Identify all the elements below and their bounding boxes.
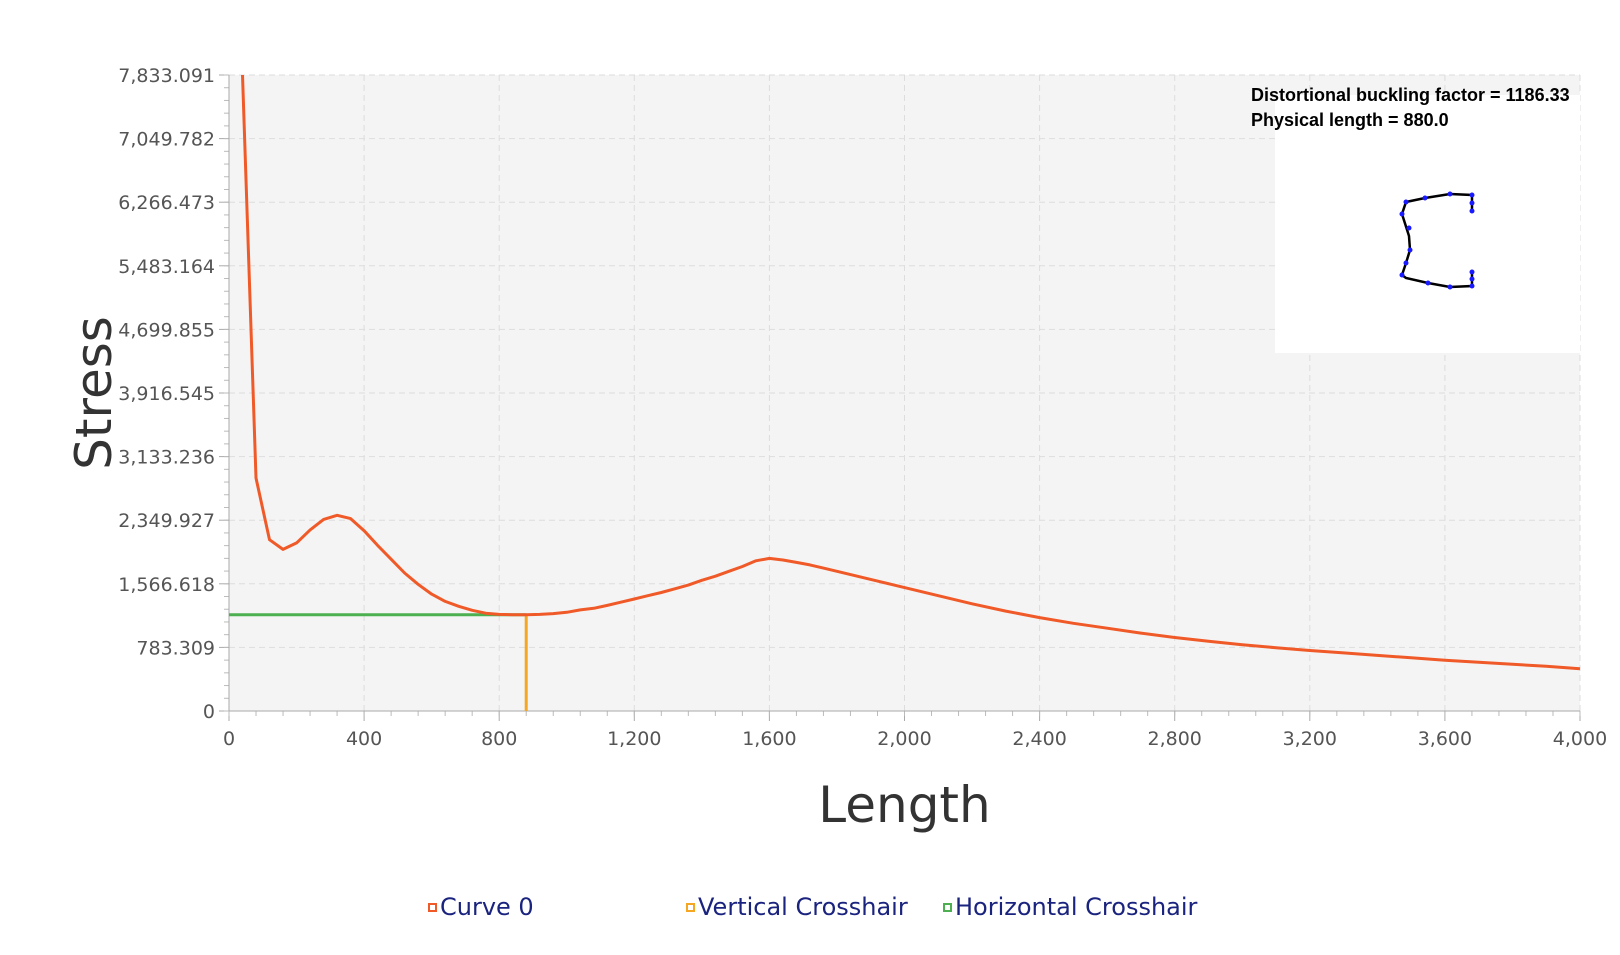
physical-length-annotation: Physical length = 880.0 xyxy=(1251,110,1449,130)
y-tick-label: 3,133.236 xyxy=(118,447,215,469)
y-tick-label: 6,266.473 xyxy=(118,192,215,214)
inset-panel xyxy=(1275,95,1580,353)
y-tick-label: 2,349.927 xyxy=(118,510,215,532)
x-tick-label: 1,600 xyxy=(742,728,796,750)
x-tick-label: 2,000 xyxy=(877,728,931,750)
y-tick-label: 7,049.782 xyxy=(118,129,215,151)
x-tick-label: 0 xyxy=(223,728,235,750)
section-inset xyxy=(1275,95,1580,353)
x-axis-title: Length xyxy=(818,776,990,834)
y-tick-label: 4,699.855 xyxy=(118,319,215,341)
cross-section-nodes xyxy=(1399,191,1475,290)
x-tick-label: 3,600 xyxy=(1418,728,1472,750)
x-tick-label: 2,400 xyxy=(1012,728,1066,750)
y-tick-label: 7,833.091 xyxy=(118,65,215,87)
legend: Curve 0 Vertical Crosshair Horizontal Cr… xyxy=(0,893,1620,933)
legend-swatch-icon xyxy=(428,902,437,912)
legend-label: Vertical Crosshair xyxy=(698,893,908,921)
buckling-factor-annotation: Distortional buckling factor = 1186.33 xyxy=(1251,85,1570,105)
legend-label: Horizontal Crosshair xyxy=(955,893,1198,921)
y-tick-label: 5,483.164 xyxy=(118,256,215,278)
legend-item-horizontal-crosshair[interactable]: Horizontal Crosshair xyxy=(943,893,1197,921)
legend-swatch-icon xyxy=(943,902,952,912)
x-tick-label: 1,200 xyxy=(607,728,661,750)
x-tick-label: 400 xyxy=(346,728,382,750)
legend-item-vertical-crosshair[interactable]: Vertical Crosshair xyxy=(686,893,908,921)
series-layer xyxy=(229,74,1581,711)
y-axis-title: Stress xyxy=(65,316,123,470)
x-tick-label: 3,200 xyxy=(1283,728,1337,750)
x-tick-label: 2,800 xyxy=(1147,728,1201,750)
legend-item-curve-0[interactable]: Curve 0 xyxy=(428,893,534,921)
y-tick-label: 783.309 xyxy=(136,637,215,659)
y-tick-label: 3,916.545 xyxy=(118,383,215,405)
axes: 0 783.309 1,566.618 2,349.927 3,133.236 3,916… xyxy=(118,65,1607,750)
x-tick-label: 800 xyxy=(481,728,517,750)
legend-swatch-icon xyxy=(686,902,695,912)
y-tick-label: 1,566.618 xyxy=(118,574,215,596)
y-tick-label: 0 xyxy=(203,701,215,723)
curve-0-line xyxy=(241,74,1581,671)
grid xyxy=(229,74,1581,711)
x-tick-label: 4,000 xyxy=(1553,728,1607,750)
legend-label: Curve 0 xyxy=(440,893,534,921)
